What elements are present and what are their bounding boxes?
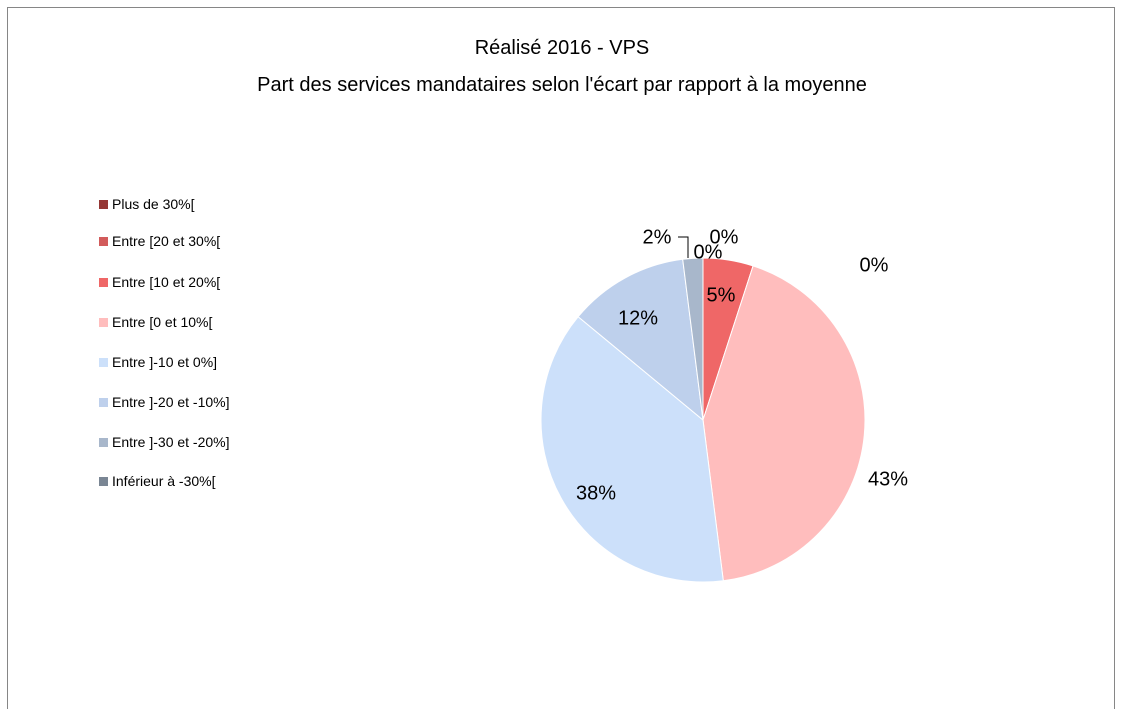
- legend-label: Entre ]-30 et -20%]: [112, 434, 230, 450]
- legend-swatch: [99, 397, 108, 407]
- legend-item-minus10-0: Entre ]-10 et 0%]: [99, 354, 217, 370]
- legend-label: Entre ]-10 et 0%]: [112, 354, 218, 370]
- legend-swatch: [99, 277, 108, 287]
- data-label: 0%: [860, 254, 889, 276]
- legend-label: Inférieur à -30%[: [112, 473, 216, 489]
- legend-label: Plus de 30%[: [112, 196, 195, 212]
- pie-slice: [702, 265, 866, 582]
- legend-label: Entre [0 et 10%[: [112, 314, 213, 330]
- data-label: 5%: [707, 284, 736, 306]
- legend-label: Entre [20 et 30%[: [112, 233, 221, 249]
- leader-line: [678, 236, 689, 258]
- pie-slice: [682, 257, 704, 421]
- legend-item-0-10: Entre [0 et 10%[: [99, 314, 212, 330]
- legend-item-10-20: Entre [10 et 20%[: [99, 274, 220, 290]
- legend-swatch: [99, 199, 108, 209]
- legend-swatch: [99, 437, 108, 447]
- data-label: 43%: [868, 468, 908, 490]
- legend-label: Entre ]-20 et -10%]: [112, 394, 230, 410]
- legend-item-plus-30: Plus de 30%[: [99, 196, 195, 212]
- pie-slice: [577, 258, 704, 422]
- legend-item-below-30: Inférieur à -30%[: [99, 473, 216, 489]
- pie-slice: [540, 316, 724, 583]
- data-label: 0%: [710, 226, 739, 248]
- data-label: 38%: [576, 482, 616, 504]
- data-label: 0%: [694, 241, 723, 263]
- data-label: 12%: [618, 307, 658, 329]
- legend-item-20-30: Entre [20 et 30%[: [99, 233, 220, 249]
- legend-swatch: [99, 317, 108, 327]
- legend-item-minus20-minus10: Entre ]-20 et -10%]: [99, 394, 230, 410]
- chart-title: Réalisé 2016 - VPS: [474, 37, 650, 59]
- chart-subtitle: Part des services mandataires selon l'éc…: [257, 74, 867, 96]
- legend-label: Entre [10 et 20%[: [112, 274, 221, 290]
- legend-swatch: [99, 357, 108, 367]
- data-label: 2%: [643, 226, 672, 248]
- legend-swatch: [99, 236, 108, 246]
- legend-item-minus30-minus20: Entre ]-30 et -20%]: [99, 434, 230, 450]
- legend-swatch: [99, 476, 108, 486]
